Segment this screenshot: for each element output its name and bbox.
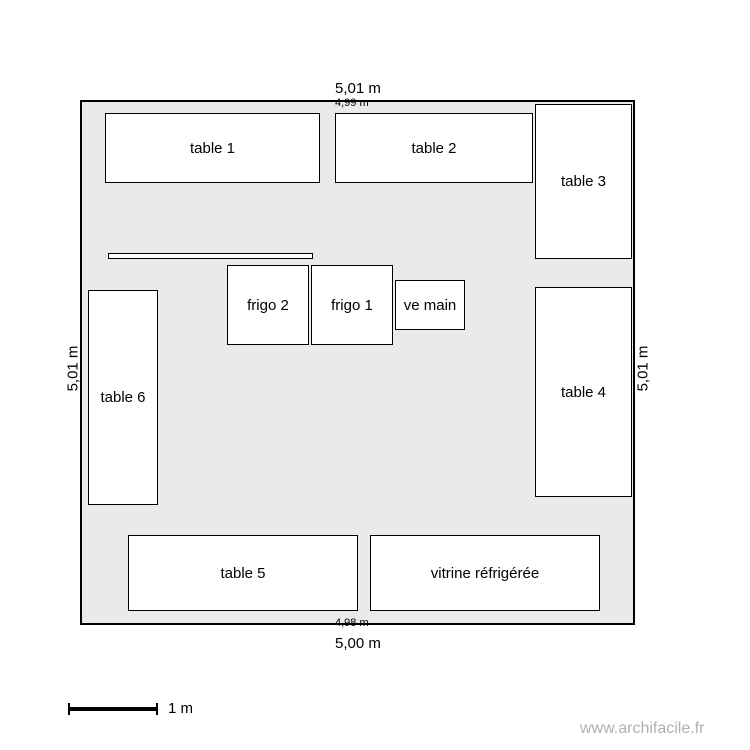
frigo-2: frigo 2 — [227, 265, 309, 345]
counter-bar — [108, 253, 313, 259]
frigo-2-label: frigo 2 — [247, 297, 289, 314]
table-2: table 2 — [335, 113, 533, 183]
scale-segment — [68, 707, 158, 711]
dim-right: 5,01 m — [634, 346, 651, 392]
dim-top-inner: 4,99 m — [335, 97, 369, 109]
lave-main-label: ve main — [404, 297, 457, 314]
vitrine-label: vitrine réfrigérée — [431, 565, 539, 582]
scale-bar: 1 m — [68, 700, 193, 717]
floorplan-canvas: table 1 table 2 table 3 table 4 table 6 … — [0, 0, 750, 750]
table-3-label: table 3 — [561, 173, 606, 190]
table-5-label: table 5 — [220, 565, 265, 582]
table-4-label: table 4 — [561, 384, 606, 401]
table-6: table 6 — [88, 290, 158, 505]
vitrine: vitrine réfrigérée — [370, 535, 600, 611]
dim-bottom-outer: 5,00 m — [335, 635, 381, 652]
table-2-label: table 2 — [411, 140, 456, 157]
dim-top-outer: 5,01 m — [335, 80, 381, 97]
lave-main: ve main — [395, 280, 465, 330]
frigo-1-label: frigo 1 — [331, 297, 373, 314]
frigo-1: frigo 1 — [311, 265, 393, 345]
table-5: table 5 — [128, 535, 358, 611]
table-3: table 3 — [535, 104, 632, 259]
dim-left: 5,01 m — [64, 346, 81, 392]
watermark: www.archifacile.fr — [580, 720, 704, 738]
scale-label: 1 m — [168, 700, 193, 717]
table-1-label: table 1 — [190, 140, 235, 157]
table-6-label: table 6 — [100, 389, 145, 406]
dim-bottom-inner: 4,98 m — [335, 617, 369, 629]
table-4: table 4 — [535, 287, 632, 497]
table-1: table 1 — [105, 113, 320, 183]
